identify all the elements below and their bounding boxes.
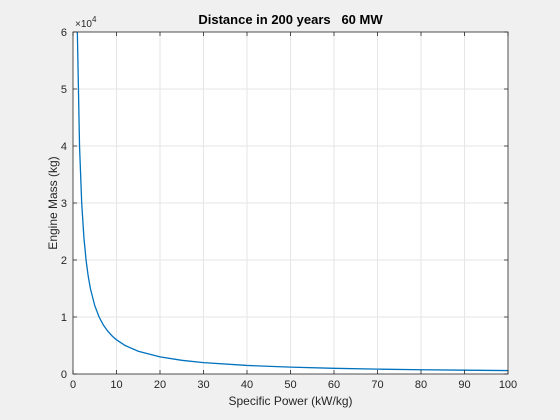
y-axis-label: Engine Mass (kg) <box>46 156 60 249</box>
x-tick-label: 40 <box>241 379 253 391</box>
x-tick-label: 70 <box>371 379 383 391</box>
x-tick-label: 100 <box>499 379 517 391</box>
x-axis-label: Specific Power (kW/kg) <box>228 394 352 408</box>
y-tick-label: 6 <box>61 27 67 39</box>
series-line <box>76 31 509 372</box>
x-tick-label: 10 <box>110 379 122 391</box>
y-tick-label: 3 <box>61 198 67 210</box>
x-tick-label: 50 <box>284 379 296 391</box>
y-tick-label: 4 <box>61 141 67 153</box>
chart-title: Distance in 200 years 60 MW <box>198 12 383 27</box>
y-tick-label: 1 <box>61 312 67 324</box>
y-exponent-power: 4 <box>92 15 97 24</box>
y-exponent-label: ×104 <box>75 15 97 30</box>
y-tick-label: 2 <box>61 255 67 267</box>
x-tick-label: 20 <box>154 379 166 391</box>
x-tick-label: 90 <box>458 379 470 391</box>
x-tick-label: 0 <box>70 379 76 391</box>
x-tick-label: 30 <box>197 379 209 391</box>
x-tick-label: 60 <box>328 379 340 391</box>
y-tick-label: 0 <box>61 369 67 381</box>
y-exponent-base: ×10 <box>75 19 92 30</box>
x-tick-label: 80 <box>415 379 427 391</box>
y-tick-label: 5 <box>61 84 67 96</box>
